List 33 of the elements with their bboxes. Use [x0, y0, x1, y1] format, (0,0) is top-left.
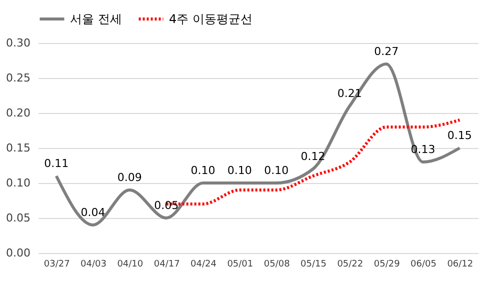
y-tick-label: 0.30 — [6, 36, 30, 50]
x-tick-label: 04/03 — [80, 260, 106, 270]
x-tick-label: 05/15 — [300, 260, 326, 270]
data-label: 0.09 — [117, 171, 142, 184]
x-tick-label: 04/24 — [190, 260, 217, 270]
x-tick-label: 06/05 — [410, 260, 436, 270]
data-label: 0.04 — [80, 206, 106, 219]
x-tick-label: 04/17 — [154, 260, 180, 270]
data-label: 0.05 — [154, 199, 179, 212]
y-tick-label: 0.10 — [6, 176, 30, 190]
data-label: 0.10 — [264, 164, 289, 177]
y-tick-label: 0.05 — [6, 212, 30, 224]
x-tick-label: 05/22 — [337, 260, 364, 270]
data-label: 0.21 — [337, 87, 362, 100]
x-tick-label: 03/27 — [44, 260, 70, 270]
x-tick-label: 04/10 — [117, 260, 144, 270]
y-tick-label: 0.00 — [6, 246, 30, 260]
x-tick-label: 05/01 — [227, 260, 254, 270]
data-label: 0.27 — [374, 45, 399, 58]
data-label: 0.10 — [190, 164, 216, 177]
legend-label: 4주 이동평균선 — [169, 12, 252, 26]
x-tick-label: 05/29 — [374, 260, 400, 270]
data-label: 0.15 — [447, 129, 472, 142]
y-tick-label: 0.15 — [6, 142, 30, 154]
y-tick-label: 0.25 — [6, 72, 30, 84]
legend-label: 서울 전세 — [70, 12, 122, 26]
x-tick-label: 06/12 — [447, 260, 474, 270]
data-label: 0.11 — [44, 157, 69, 170]
x-tick-label: 05/08 — [264, 260, 290, 270]
data-label: 0.13 — [410, 143, 436, 156]
data-label: 0.12 — [300, 150, 326, 163]
data-label: 0.10 — [227, 164, 252, 177]
y-tick-label: 0.20 — [6, 106, 30, 120]
